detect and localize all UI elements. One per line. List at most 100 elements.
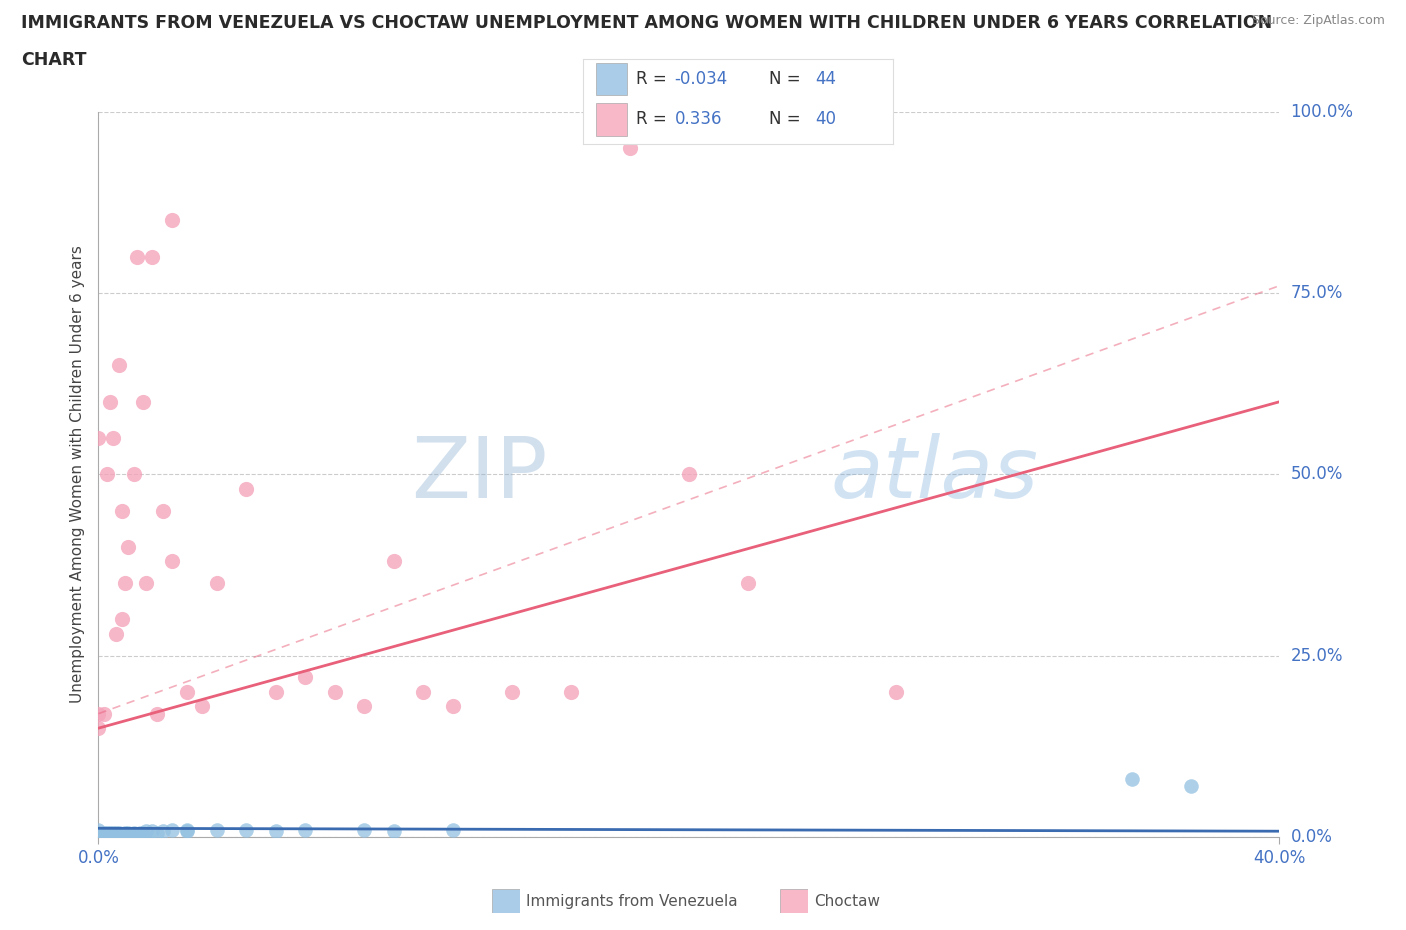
Text: N =: N = [769, 111, 806, 128]
Text: atlas: atlas [831, 432, 1039, 516]
Point [96, 826, 118, 841]
Point [96, 830, 118, 844]
Point [141, 824, 163, 839]
Point [441, 699, 464, 714]
Point [111, 503, 134, 518]
Point [353, 822, 375, 837]
Point [205, 822, 228, 837]
Point [1180, 778, 1202, 793]
Point [619, 140, 641, 155]
Point [501, 684, 523, 699]
Point [737, 576, 759, 591]
Point [111, 830, 134, 844]
Point [114, 830, 136, 844]
Text: 50.0%: 50.0% [1291, 465, 1343, 484]
FancyBboxPatch shape [596, 63, 627, 96]
Point [353, 699, 375, 714]
Point [103, 431, 125, 445]
Point [87, 830, 110, 844]
Point [98, 830, 121, 844]
Point [103, 830, 125, 844]
Text: 44: 44 [815, 70, 837, 88]
Point [146, 706, 169, 721]
Point [105, 627, 128, 642]
Point [108, 826, 131, 841]
Point [105, 830, 128, 844]
Point [93, 706, 115, 721]
Text: CHART: CHART [21, 51, 87, 69]
Point [235, 482, 257, 497]
Point [87, 830, 110, 844]
Point [93, 830, 115, 844]
Point [132, 394, 155, 409]
Point [111, 612, 134, 627]
Text: 0.0%: 0.0% [1291, 828, 1333, 846]
Text: 100.0%: 100.0% [1291, 102, 1354, 121]
Point [103, 826, 125, 841]
FancyBboxPatch shape [596, 103, 627, 136]
Text: Source: ZipAtlas.com: Source: ZipAtlas.com [1251, 14, 1385, 27]
Point [382, 824, 405, 839]
Point [114, 576, 136, 591]
Point [560, 684, 582, 699]
Text: 40: 40 [815, 111, 837, 128]
Point [141, 249, 163, 264]
Point [323, 684, 346, 699]
Point [117, 539, 139, 554]
Point [132, 826, 155, 841]
Point [128, 826, 150, 841]
Y-axis label: Unemployment Among Women with Children Under 6 years: Unemployment Among Women with Children U… [70, 246, 86, 703]
Point [125, 249, 148, 264]
Text: R =: R = [636, 70, 672, 88]
Point [111, 828, 134, 843]
Point [294, 670, 316, 684]
Point [98, 826, 121, 841]
Text: 0.336: 0.336 [675, 111, 723, 128]
Point [98, 394, 121, 409]
Text: IMMIGRANTS FROM VENEZUELA VS CHOCTAW UNEMPLOYMENT AMONG WOMEN WITH CHILDREN UNDE: IMMIGRANTS FROM VENEZUELA VS CHOCTAW UNE… [21, 14, 1272, 32]
Text: Choctaw: Choctaw [814, 894, 880, 909]
Point [135, 576, 157, 591]
Text: 25.0%: 25.0% [1291, 646, 1343, 665]
Point [382, 554, 405, 569]
Point [412, 684, 434, 699]
Point [93, 826, 115, 841]
Point [105, 826, 128, 841]
Point [135, 824, 157, 839]
Point [152, 503, 174, 518]
Point [122, 826, 145, 841]
Point [1121, 772, 1143, 787]
Text: Immigrants from Venezuela: Immigrants from Venezuela [526, 894, 738, 909]
Text: 75.0%: 75.0% [1291, 284, 1343, 302]
Point [108, 830, 131, 844]
Point [146, 826, 169, 841]
Point [87, 822, 110, 837]
Point [162, 822, 183, 837]
Text: N =: N = [769, 70, 806, 88]
Point [114, 826, 136, 841]
Point [176, 822, 198, 837]
Point [235, 822, 257, 837]
Point [96, 467, 118, 482]
Point [87, 431, 110, 445]
Point [117, 826, 139, 841]
Point [87, 830, 110, 844]
Point [108, 358, 131, 373]
Point [678, 467, 700, 482]
Point [125, 828, 148, 843]
Point [294, 822, 316, 837]
Point [176, 824, 198, 839]
Point [117, 830, 139, 844]
Point [884, 684, 907, 699]
Point [264, 684, 287, 699]
Text: ZIP: ZIP [411, 432, 547, 516]
Text: R =: R = [636, 111, 678, 128]
Point [162, 554, 183, 569]
Point [87, 826, 110, 841]
Point [191, 699, 214, 714]
Point [264, 824, 287, 839]
Point [205, 576, 228, 591]
Point [122, 467, 145, 482]
Point [87, 721, 110, 736]
Point [176, 684, 198, 699]
